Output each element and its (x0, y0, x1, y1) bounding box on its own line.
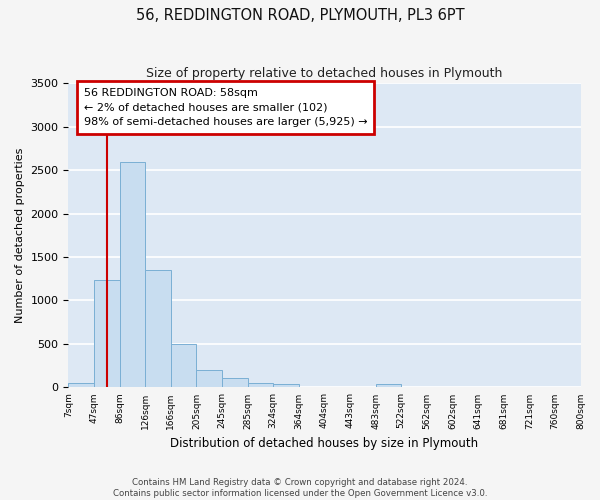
Bar (222, 378, 248, 388)
X-axis label: Distribution of detached houses by size in Plymouth: Distribution of detached houses by size … (170, 437, 479, 450)
Text: 56 REDDINGTON ROAD: 58sqm
← 2% of detached houses are smaller (102)
98% of semi-: 56 REDDINGTON ROAD: 58sqm ← 2% of detach… (84, 88, 367, 127)
Y-axis label: Number of detached properties: Number of detached properties (15, 148, 25, 323)
Bar (119, 162, 145, 388)
Bar (376, 384, 401, 388)
Bar (68, 383, 94, 388)
Bar (196, 370, 222, 388)
Text: 56, REDDINGTON ROAD, PLYMOUTH, PL3 6PT: 56, REDDINGTON ROAD, PLYMOUTH, PL3 6PT (136, 8, 464, 22)
Bar (273, 384, 299, 388)
Bar (94, 280, 119, 388)
Title: Size of property relative to detached houses in Plymouth: Size of property relative to detached ho… (146, 68, 503, 80)
Bar (171, 344, 196, 388)
Bar (248, 383, 273, 388)
Bar (145, 270, 171, 388)
Text: Contains HM Land Registry data © Crown copyright and database right 2024.
Contai: Contains HM Land Registry data © Crown c… (113, 478, 487, 498)
